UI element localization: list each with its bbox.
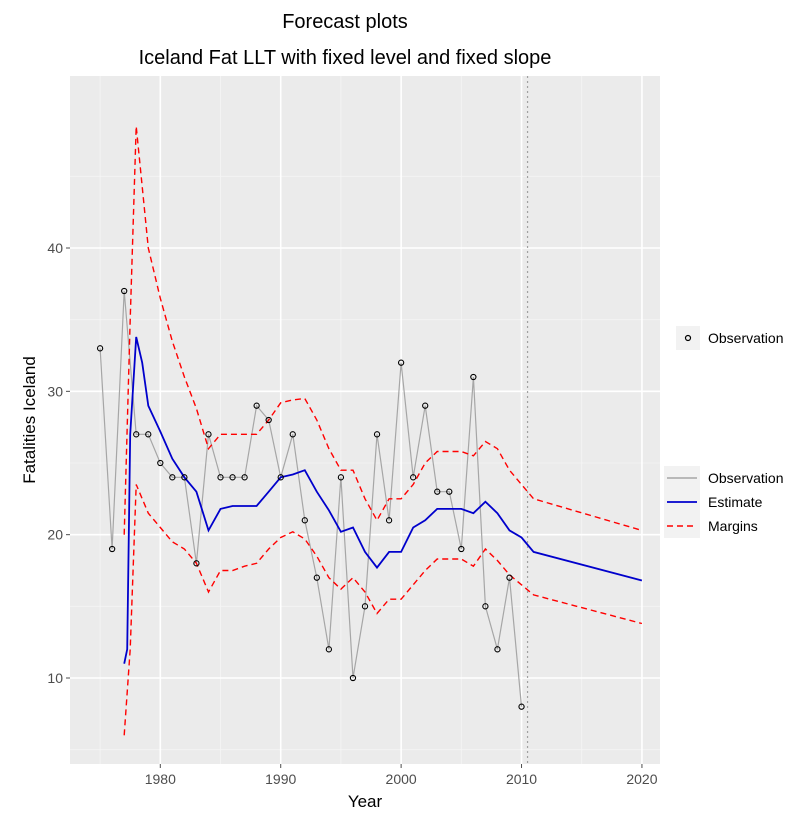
x-axis-label: Year: [348, 792, 383, 811]
observation-point: [506, 574, 513, 581]
observation-point: [217, 474, 224, 481]
x-axis-ticks: 1980 1990 2000 2010 2020: [145, 764, 658, 787]
x-tick-label: 2020: [626, 771, 657, 787]
observation-point: [241, 474, 248, 481]
chart-subtitle: Iceland Fat LLT with fixed level and fix…: [139, 47, 552, 69]
legend-lines: Observation Estimate Margins: [664, 466, 783, 538]
observation-point: [361, 603, 369, 610]
observation-point: [169, 474, 176, 481]
y-axis-label: Fatalities Iceland: [20, 356, 39, 484]
y-axis-ticks: 10 20 30 40: [47, 240, 70, 686]
observation-point: [385, 517, 393, 524]
observation-line: [99, 290, 523, 707]
observation-points: [96, 287, 525, 710]
upper-margin-line: [123, 126, 643, 535]
legend-points: Observation: [676, 326, 783, 350]
y-tick-label: 30: [47, 383, 63, 399]
plot-panel: [70, 76, 660, 764]
grid-major: [70, 76, 660, 764]
observation-point: [145, 431, 152, 438]
observation-point: [121, 287, 128, 295]
legend-estimate-label: Estimate: [708, 494, 763, 510]
y-tick-label: 40: [47, 240, 63, 256]
observation-point: [434, 488, 441, 495]
grid-minor: [70, 76, 660, 764]
observation-point: [96, 345, 104, 352]
observation-point: [108, 545, 116, 553]
observation-point: [494, 646, 501, 653]
observation-point: [410, 474, 417, 481]
observation-point: [470, 373, 477, 381]
x-tick-label: 2000: [386, 771, 417, 787]
estimate-line: [123, 336, 643, 664]
observation-point: [157, 459, 164, 467]
legend-point-key: [684, 334, 692, 342]
observation-point: [518, 703, 525, 710]
legend-points-label: Observation: [708, 330, 783, 346]
observation-point: [229, 474, 236, 481]
legend-observation-label: Observation: [708, 470, 783, 486]
x-tick-label: 2010: [506, 771, 537, 787]
observation-point: [325, 646, 333, 653]
observation-point: [133, 431, 140, 438]
observation-point: [277, 474, 284, 481]
legend-key-bg: [676, 326, 700, 350]
observation-point: [446, 488, 453, 495]
chart-title: Forecast plots: [282, 11, 408, 33]
observation-point: [205, 431, 212, 438]
observation-point: [373, 431, 381, 438]
observation-point: [349, 674, 357, 682]
y-tick-label: 20: [47, 527, 63, 543]
lower-margin-line: [123, 484, 643, 736]
observation-point: [181, 474, 188, 481]
x-tick-label: 1980: [145, 771, 176, 787]
observation-point: [289, 431, 296, 438]
observation-point: [313, 574, 320, 581]
observation-point: [193, 560, 200, 567]
observation-point: [301, 517, 308, 524]
observation-point: [337, 474, 345, 481]
legend-margins-label: Margins: [708, 518, 758, 534]
observation-point: [397, 359, 405, 366]
x-tick-label: 1990: [265, 771, 296, 787]
observation-point: [482, 603, 489, 610]
observation-point: [265, 416, 272, 424]
observation-point: [422, 402, 429, 409]
observation-point: [253, 402, 260, 409]
y-tick-label: 10: [47, 670, 63, 686]
observation-point: [458, 545, 465, 553]
